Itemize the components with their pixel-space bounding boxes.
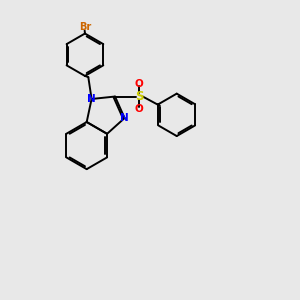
Text: N: N (87, 94, 96, 104)
Text: N: N (120, 113, 129, 123)
Text: O: O (135, 79, 143, 89)
Text: O: O (135, 104, 143, 114)
Text: S: S (135, 90, 143, 103)
Text: Br: Br (80, 22, 92, 32)
